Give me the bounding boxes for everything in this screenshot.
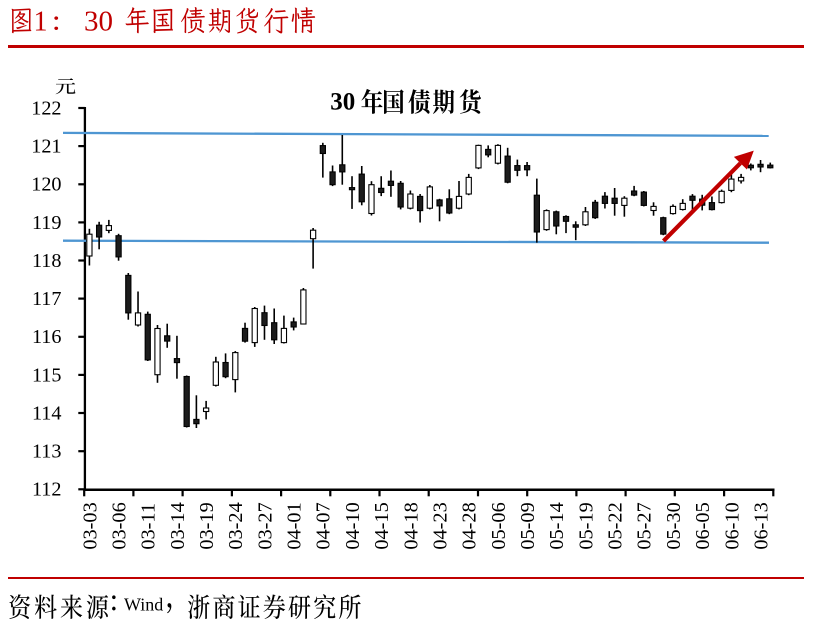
svg-text:1: 1 [34,6,48,37]
svg-text:03-24: 03-24 [225,502,247,549]
svg-text:113: 113 [32,441,62,463]
svg-text:04-01: 04-01 [284,502,306,549]
svg-text:05-22: 05-22 [605,502,627,549]
svg-text:03-06: 03-06 [109,502,131,549]
svg-text:04-18: 04-18 [400,502,422,549]
svg-text:05-30: 05-30 [663,502,685,549]
svg-text:05-19: 05-19 [575,502,597,549]
svg-text:04-07: 04-07 [313,502,335,549]
svg-text:112: 112 [32,479,62,501]
svg-text:117: 117 [32,288,62,310]
svg-text:30: 30 [84,5,113,37]
svg-text:06-05: 06-05 [692,502,714,549]
svg-text:120: 120 [31,174,61,196]
svg-text:114: 114 [32,402,62,424]
svg-text:03-19: 03-19 [196,502,218,549]
svg-text:04-15: 04-15 [371,502,393,549]
svg-text:03-03: 03-03 [79,502,101,549]
svg-text:05-06: 05-06 [488,502,510,549]
svg-text:30: 30 [330,89,355,116]
svg-text:05-14: 05-14 [546,502,568,549]
svg-text:04-10: 04-10 [342,502,364,549]
svg-text:119: 119 [32,212,62,234]
svg-text:116: 116 [32,326,62,348]
svg-text:06-10: 06-10 [721,502,743,549]
svg-text:Wind: Wind [124,595,163,615]
svg-text:118: 118 [32,250,62,272]
svg-text:05-09: 05-09 [517,502,539,549]
svg-text:122: 122 [31,97,61,119]
svg-text:03-27: 03-27 [254,502,276,549]
svg-text:115: 115 [32,364,62,386]
svg-text:03-11: 03-11 [138,503,160,550]
svg-text:04-28: 04-28 [459,502,481,549]
svg-text:06-13: 06-13 [750,502,772,549]
svg-text:04-23: 04-23 [430,502,452,549]
svg-text:05-27: 05-27 [634,502,656,549]
svg-text:03-14: 03-14 [167,502,189,549]
svg-text:121: 121 [31,136,61,158]
